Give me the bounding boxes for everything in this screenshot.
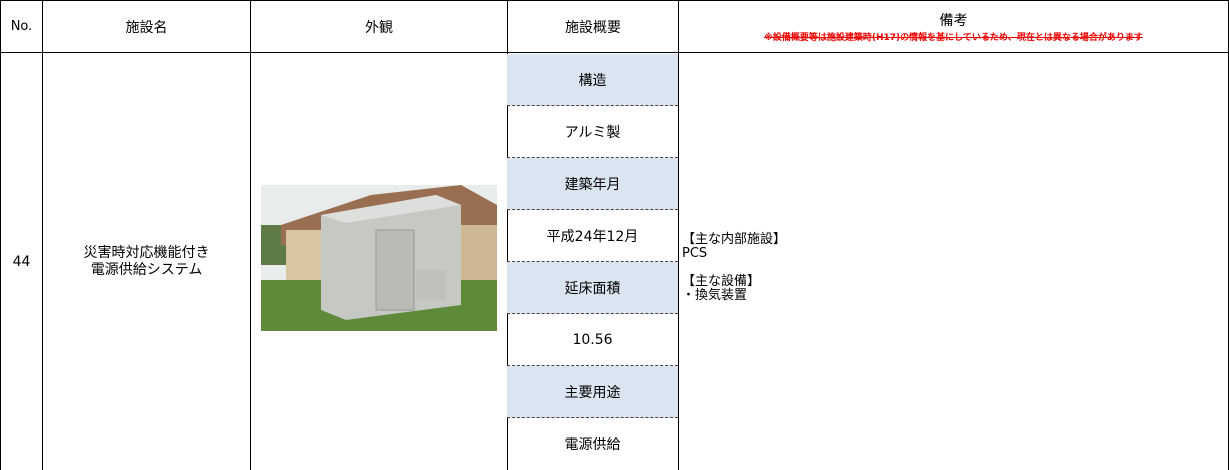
summary-item: 電源供給 <box>564 437 621 453</box>
header-summary: 施設概要 <box>507 0 678 53</box>
summary-item: 10.56 <box>507 314 678 366</box>
summary-item: アルミ製 <box>507 106 678 158</box>
name-line: 災害時対応機能付き <box>83 244 210 261</box>
header-name: 施設名 <box>42 0 250 53</box>
row-name: 災害時対応機能付き 電源供給システム <box>42 53 250 470</box>
remarks-line: PCS <box>682 246 708 261</box>
summary-item: 構造 <box>507 54 678 106</box>
remarks-line: ・換気装置 <box>682 288 748 303</box>
header-no: No. <box>0 0 42 53</box>
remarks-cell: 【主な内部施設】 PCS 【主な設備】 ・換気装置 <box>678 53 1229 470</box>
summary-item: 延床面積 <box>507 262 678 314</box>
appearance-cell <box>250 53 507 470</box>
row-no: 44 <box>0 53 42 470</box>
header-rule <box>0 0 1229 53</box>
header-appearance: 外観 <box>250 0 507 53</box>
remarks-line: 【主な設備】 <box>682 274 761 289</box>
remarks-line: 【主な内部施設】 <box>682 232 787 247</box>
remarks-note: ※設備概要等は施設建築時(H17)の情報を基にしているため、現在とは異なる場合が… <box>764 33 1143 43</box>
header-remarks: 備考 <box>939 13 968 29</box>
summary-item: 建築年月 <box>507 158 678 210</box>
name-line: 電源供給システム <box>90 261 203 278</box>
summary-item: 主要用途 <box>507 366 678 418</box>
header-remarks-cell: 備考 ※設備概要等は施設建築時(H17)の情報を基にしているため、現在とは異なる… <box>678 0 1229 53</box>
summary-item: 平成24年12月 <box>507 210 678 262</box>
facility-photo <box>261 185 497 331</box>
